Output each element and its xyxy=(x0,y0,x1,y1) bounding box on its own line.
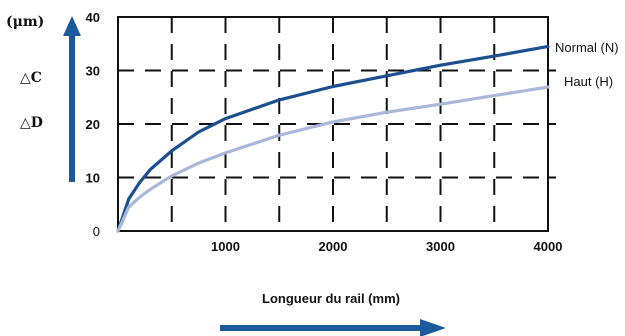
y-direction-arrowhead xyxy=(63,16,81,36)
x-tick-label: 1000 xyxy=(211,239,240,254)
series-line-normal xyxy=(116,44,550,233)
legend-haut: Haut (H) xyxy=(564,74,613,89)
legend-normal: Normal (N) xyxy=(555,40,619,55)
x-axis-label: Longueur du rail (mm) xyxy=(262,291,400,306)
x-tick-label: 2000 xyxy=(319,239,348,254)
series-line-haut xyxy=(116,85,550,233)
y-tick-label: 30 xyxy=(86,64,100,79)
grid xyxy=(118,17,556,231)
y-tick-labels: 0 10 20 30 40 xyxy=(86,10,100,239)
y-tick-label: 10 xyxy=(86,171,100,186)
series-layer xyxy=(116,44,550,233)
x-tick-labels: 1000 2000 3000 4000 xyxy=(211,239,562,254)
y-tick-label: 0 xyxy=(93,224,100,239)
y-tick-label: 40 xyxy=(86,10,100,25)
y-unit-label: (μm) xyxy=(6,14,44,30)
x-tick-label: 3000 xyxy=(426,239,455,254)
y-tick-label: 20 xyxy=(86,117,100,132)
plot-frame xyxy=(117,16,549,232)
y-side-label-c: △C xyxy=(20,70,42,86)
y-side-label-d: △D xyxy=(20,115,43,131)
x-direction-arrowhead xyxy=(420,319,446,336)
x-tick-label: 4000 xyxy=(534,239,563,254)
